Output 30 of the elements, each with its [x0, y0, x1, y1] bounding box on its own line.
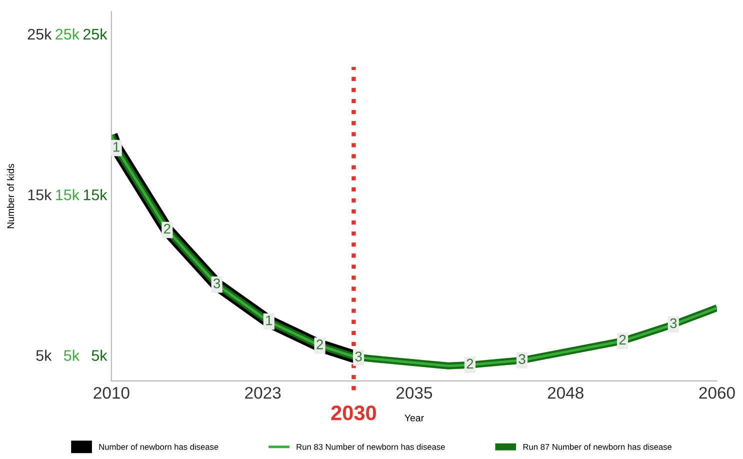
annotation: 2 [466, 358, 474, 368]
y-tick-label: 15k [56, 189, 80, 200]
y-axis-title: Number of kids [6, 164, 14, 228]
annotation: 1 [266, 316, 272, 326]
y2-tick-label: 5k [92, 350, 108, 361]
annotation: 3 [355, 352, 362, 362]
annotation: 2 [619, 334, 626, 345]
annotation: 3 [518, 354, 526, 364]
y-tick-label: 5k [64, 350, 80, 361]
x-tick-label: 2048 [548, 386, 584, 399]
y2-tick-label: 25k [83, 28, 108, 40]
y3-tick-label: 25k [28, 28, 52, 40]
legend-label: Number of newborn has disease [99, 444, 218, 450]
x-tick-label: 2060 [699, 386, 735, 399]
legend-label: Run 83 Number of newborn has disease [296, 444, 445, 450]
annotation: 2 [316, 340, 323, 350]
y-tick-label: 25k [56, 28, 80, 40]
annotation: 3 [670, 318, 677, 328]
annotation: 2 [164, 224, 170, 234]
x-axis-title: Year [404, 414, 424, 422]
x-tick-label: 2010 [94, 386, 130, 399]
y3-tick-label: 15k [28, 189, 52, 200]
legend-label: Run 87 Number of newborn has disease [523, 444, 672, 450]
x-tick-label: 2035 [396, 386, 432, 399]
annotation: 1 [113, 142, 120, 152]
annotation: 3 [213, 278, 220, 288]
y2-tick-label: 15k [84, 189, 108, 200]
x-tick-label: 2023 [245, 386, 281, 399]
y3-tick-label: 5k [36, 350, 52, 361]
ref-line-label: 2030 [331, 406, 376, 420]
